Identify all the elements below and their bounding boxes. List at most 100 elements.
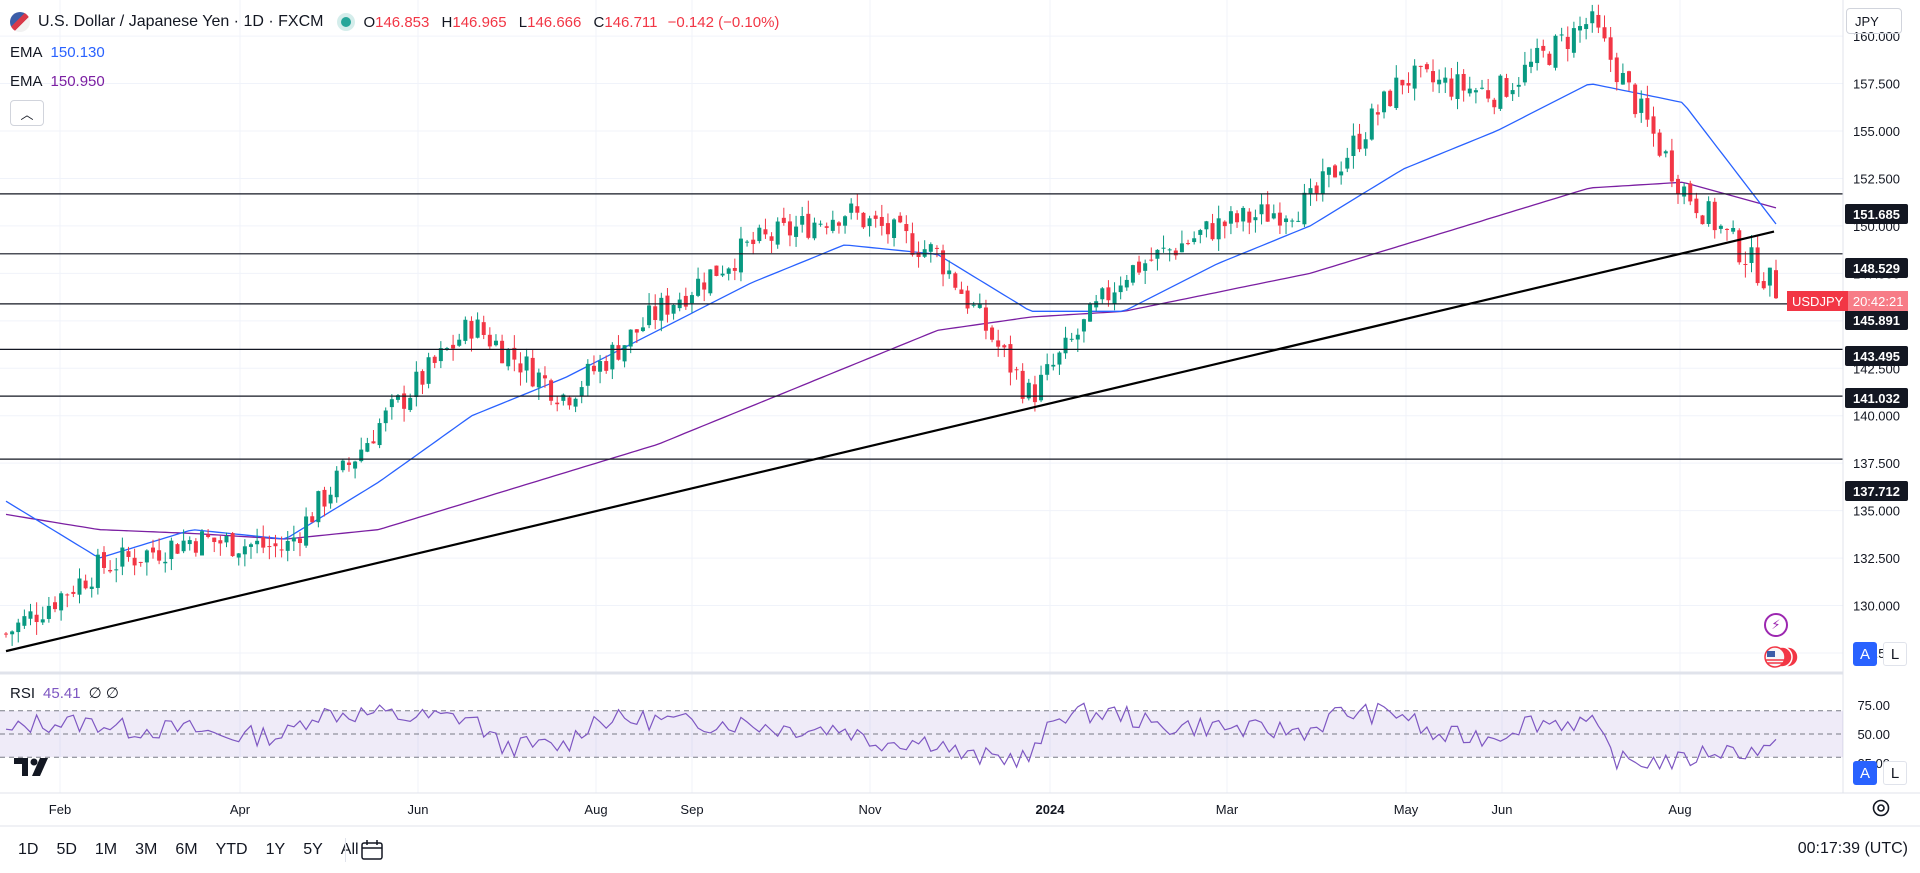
price-tag-symbol: USDJPY	[1787, 291, 1849, 311]
candle-body	[1694, 198, 1699, 214]
candle-body	[322, 489, 327, 507]
candle-body	[1480, 87, 1485, 89]
ohlc-values: O146.853 H146.965 L146.666 C146.711 −0.1…	[363, 14, 779, 31]
candle-body	[1743, 263, 1748, 265]
candle-body	[781, 217, 786, 223]
y-tick-label: 130.000	[1853, 599, 1900, 614]
candle-body	[726, 268, 731, 274]
candle-body	[1235, 213, 1240, 223]
utc-clock[interactable]: 00:17:39 (UTC)	[1797, 840, 1908, 857]
candle-body	[1455, 74, 1460, 100]
candle-body	[1725, 228, 1730, 230]
ema-slow-value: 150.950	[50, 73, 105, 90]
candle-body	[1578, 26, 1583, 31]
candle-body	[573, 398, 578, 407]
rsi-extra-1: ∅	[88, 685, 102, 702]
price-axis[interactable]: 127.500130.000132.500135.000137.500140.0…	[1842, 0, 1900, 793]
currency-button[interactable]: JPY	[1846, 8, 1902, 34]
candle-body	[1241, 207, 1246, 222]
candle-body	[500, 340, 505, 364]
candle-body	[947, 270, 952, 275]
candle-body	[469, 320, 474, 339]
candle-body	[1633, 84, 1638, 115]
timeframe-1d[interactable]: 1D	[18, 840, 39, 858]
candle-body	[1057, 352, 1062, 365]
rsi-log-scale-button[interactable]: L	[1883, 761, 1907, 785]
y-tick-label: 137.500	[1853, 456, 1900, 471]
candle-body	[843, 216, 848, 226]
flash-icon[interactable]: ⚡	[1764, 613, 1788, 637]
candle-body	[340, 460, 345, 471]
candle-body	[1571, 28, 1576, 53]
candle-body	[598, 361, 603, 372]
candle-body	[622, 345, 627, 362]
tradingview-logo[interactable]	[14, 756, 54, 778]
rsi-extra-2: ∅	[105, 685, 119, 702]
candle-body	[346, 462, 351, 465]
candle-body	[1339, 171, 1344, 176]
candle-body	[696, 278, 701, 296]
candle-body	[1492, 99, 1497, 108]
candle-body	[769, 236, 774, 241]
trendline[interactable]	[5, 230, 1775, 653]
candle-body	[934, 247, 939, 249]
ema-fast-legend[interactable]: EMA 150.130	[10, 44, 105, 61]
y-tick-label: 155.000	[1853, 124, 1900, 139]
candle-body	[230, 533, 235, 557]
candle-body	[812, 222, 817, 239]
level-label-2: 148.529	[1845, 258, 1908, 278]
candle-body	[1706, 201, 1711, 224]
economic-events-icon[interactable]	[1762, 645, 1798, 669]
candle-body	[1755, 247, 1760, 284]
candle-body	[377, 423, 382, 446]
candle-body	[279, 549, 284, 551]
candle-body	[1222, 221, 1227, 227]
timeframe-3m[interactable]: 3M	[135, 840, 158, 858]
timeframe-5d[interactable]: 5D	[56, 840, 77, 858]
ema-slow-legend[interactable]: EMA 150.950	[10, 73, 105, 90]
candle-body	[1167, 249, 1172, 251]
collapse-legend-button[interactable]: ︿	[10, 100, 44, 126]
ema-fast-value: 150.130	[50, 44, 105, 61]
candle-body	[1020, 370, 1025, 399]
candle-body	[1486, 90, 1491, 99]
candle-body	[604, 361, 609, 371]
candle-body	[1014, 369, 1019, 371]
candle-body	[1767, 267, 1772, 286]
gear-icon[interactable]	[1870, 797, 1892, 819]
candle-body	[1284, 218, 1289, 223]
candle-body	[1314, 185, 1319, 194]
timeframe-1m[interactable]: 1M	[94, 840, 118, 858]
calendar-icon[interactable]	[361, 840, 383, 860]
candle-body	[1075, 334, 1080, 340]
candle-body	[304, 516, 309, 546]
timeframe-ytd[interactable]: YTD	[215, 840, 248, 858]
candle-body	[1112, 292, 1117, 304]
timeframe-all[interactable]: All	[340, 840, 359, 858]
candle-body	[34, 614, 39, 623]
rsi-auto-scale-button[interactable]: A	[1853, 761, 1877, 785]
auto-scale-button[interactable]: A	[1853, 642, 1877, 666]
timeframe-5y[interactable]: 5Y	[303, 840, 323, 858]
level-label-4: 143.495	[1845, 346, 1908, 366]
candle-body	[885, 223, 890, 235]
candle-body	[395, 395, 400, 400]
symbol-title[interactable]: U.S. Dollar / Japanese Yen · 1D · FXCM	[38, 13, 324, 30]
candle-body	[879, 216, 884, 226]
horizontal-levels[interactable]	[0, 193, 1843, 460]
candle-body	[77, 578, 82, 595]
candle-body	[426, 357, 431, 384]
time-axis[interactable]: Feb Apr Jun Aug Sep Nov 2024 Mar May Jun Aug	[0, 671, 1920, 827]
candle-body	[132, 557, 137, 566]
rsi-legend[interactable]: RSI 45.41 ∅ ∅	[10, 684, 119, 702]
timeframe-1y[interactable]: 1Y	[265, 840, 286, 858]
candle-body	[267, 546, 272, 548]
rsi-value: 45.41	[43, 685, 81, 702]
candle-body	[1639, 98, 1644, 113]
candle-body	[1375, 112, 1380, 115]
high-value: 146.965	[452, 13, 507, 31]
log-scale-button[interactable]: L	[1883, 642, 1907, 666]
timeframe-6m[interactable]: 6M	[175, 840, 198, 858]
x-tick-label: Sep	[680, 802, 703, 817]
